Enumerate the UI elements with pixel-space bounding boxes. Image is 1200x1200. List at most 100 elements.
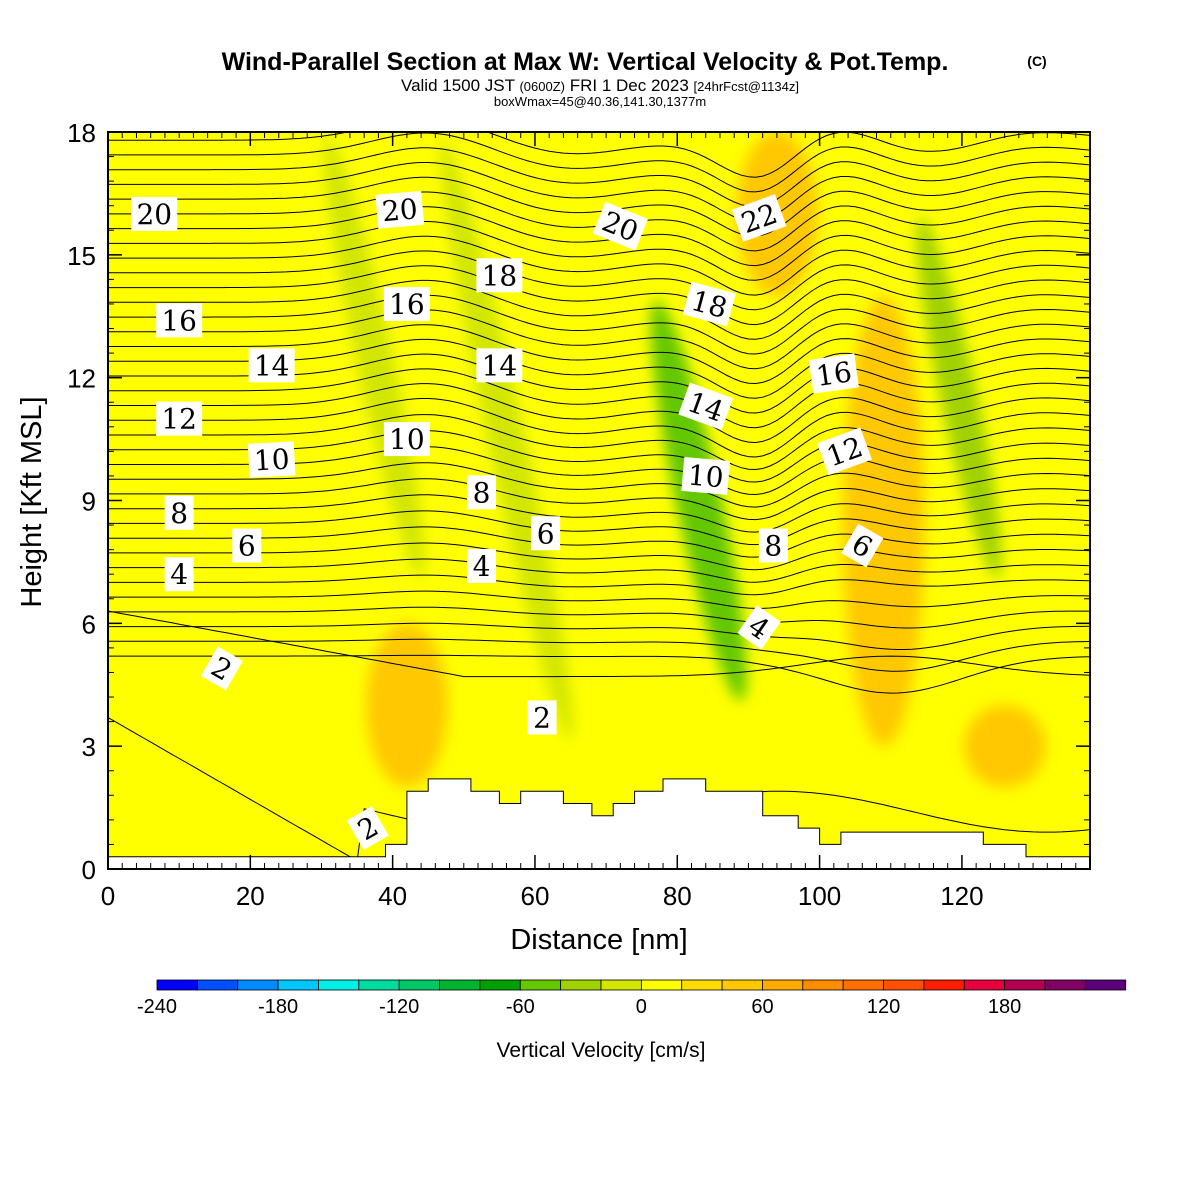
contour-label: 10 [383, 422, 430, 457]
colorbar-swatch [318, 979, 360, 991]
theta-contour [108, 221, 1090, 281]
theta-contour [108, 478, 1090, 521]
theta-contour [108, 526, 1090, 558]
contour-label-box [346, 806, 389, 851]
contour-label-text: 2 [533, 702, 551, 735]
y-tick-label: 9 [82, 487, 96, 517]
utc-time: (0600Z) [519, 79, 565, 94]
contour-label-text: 4 [473, 550, 491, 583]
contour-label-box [531, 516, 561, 551]
contour-label-box [731, 194, 787, 242]
colorbar-swatch [156, 979, 198, 991]
colorbar-swatch [923, 979, 965, 991]
contour-label-text: 6 [537, 517, 555, 550]
theta-contour [108, 654, 1090, 694]
theta-contour [108, 622, 1090, 650]
contour-label-text: 20 [136, 198, 172, 231]
y-axis-title: Height [Kft MSL] [16, 396, 48, 607]
contour-label-box [808, 353, 859, 394]
theta-contour [108, 610, 1090, 678]
contour-label-box [383, 422, 430, 457]
contour-label-text: 20 [381, 192, 419, 228]
theta-contour [108, 414, 1090, 471]
colorbar-swatch [196, 979, 239, 991]
theta-contour [108, 309, 1090, 370]
contour-label-box [131, 196, 178, 231]
contour-label-box [527, 700, 557, 735]
contour-label-box [200, 646, 243, 691]
chart-title: Wind-Parallel Section at Max W: Vertical… [222, 48, 949, 76]
theta-contour [108, 235, 1090, 296]
y-tick-label: 0 [82, 855, 96, 885]
x-tick-label: 0 [101, 881, 115, 911]
contour-label-box [156, 303, 203, 338]
contour-label-text: 16 [389, 288, 425, 321]
contour-label-text: 10 [253, 443, 290, 478]
forecast-info: [24hrFcst@1134z] [694, 79, 799, 94]
contour-label-box [592, 201, 649, 251]
colorbar-swatch [277, 979, 319, 991]
contour-label-box [678, 382, 734, 431]
colorbar-tick-label: -120 [379, 996, 419, 1018]
colorbar-tick-label: 180 [988, 996, 1021, 1018]
contour-label-box [375, 190, 425, 229]
theta-contour [108, 574, 1090, 596]
contour-label-box [164, 495, 194, 530]
colorbar-swatch [358, 979, 400, 991]
theta-contour [108, 398, 1090, 458]
colorbar-swatch [398, 979, 440, 991]
x-tick-label: 40 [378, 881, 407, 911]
colorbar-swatch [802, 979, 844, 991]
contour-label-box [156, 401, 203, 436]
contour-label-text: 16 [814, 355, 854, 393]
valid-date: FRI 1 Dec 2023 [570, 76, 689, 95]
colorbar-swatch [600, 979, 642, 991]
colorbar-tick-label: -240 [137, 996, 177, 1018]
y-tick-label: 3 [82, 732, 96, 762]
theta-contour [108, 368, 1090, 429]
contour-label-text: 14 [254, 349, 290, 382]
x-tick-label: 60 [520, 881, 549, 911]
contour-label-box [476, 348, 523, 383]
colorbar-tick-label: -180 [258, 996, 298, 1018]
contour-label-text: 10 [687, 458, 725, 494]
contour-label: 4 [467, 549, 497, 584]
theta-contour [108, 462, 1090, 508]
colorbar: -240 -180 -120 -60 0 60 120 180 [137, 979, 1127, 1018]
theta-contour [108, 265, 1090, 326]
contour-label: 16 [808, 353, 859, 394]
colorbar-title: Vertical Velocity [cm/s] [497, 1039, 706, 1062]
colorbar-swatch [1084, 979, 1127, 991]
contour-label: 12 [156, 401, 203, 436]
contour-label-box [467, 475, 497, 510]
colorbar-swatch [883, 979, 925, 991]
colorbar-swatch [721, 979, 763, 991]
contour-label: 8 [164, 495, 194, 530]
box-wmax-info: boxWmax=45@40.36,141.30,1377m [494, 94, 706, 109]
contour-label-box [841, 523, 884, 568]
valid-time: Valid 1500 JST [401, 76, 515, 95]
colorbar-swatch [842, 979, 884, 991]
theta-contour [108, 590, 1090, 609]
contour-label-box [247, 441, 296, 478]
theta-contour [108, 279, 1090, 340]
colorbar-swatch [1004, 979, 1046, 991]
contour-label-box [164, 557, 194, 592]
x-tick-label: 80 [663, 881, 692, 911]
theta-contour [108, 542, 1090, 571]
downdraft-plume [323, 136, 425, 578]
theta-contour [108, 494, 1090, 533]
contour-label: 18 [476, 258, 523, 293]
theta-contour [108, 510, 1090, 546]
copyright-mark: (C) [1027, 53, 1046, 69]
contour-label: 20 [375, 190, 425, 229]
downdraft-plume [650, 300, 747, 701]
y-tick-label: 6 [82, 609, 96, 639]
theta-contour [108, 147, 1090, 208]
contour-label-text: 8 [473, 476, 491, 509]
contour-label-text: 14 [482, 349, 518, 382]
contour-label-box [682, 281, 736, 327]
theta-contour [108, 294, 1090, 355]
colorbar-swatch [963, 979, 1006, 991]
x-axis-title: Distance [nm] [510, 924, 687, 956]
